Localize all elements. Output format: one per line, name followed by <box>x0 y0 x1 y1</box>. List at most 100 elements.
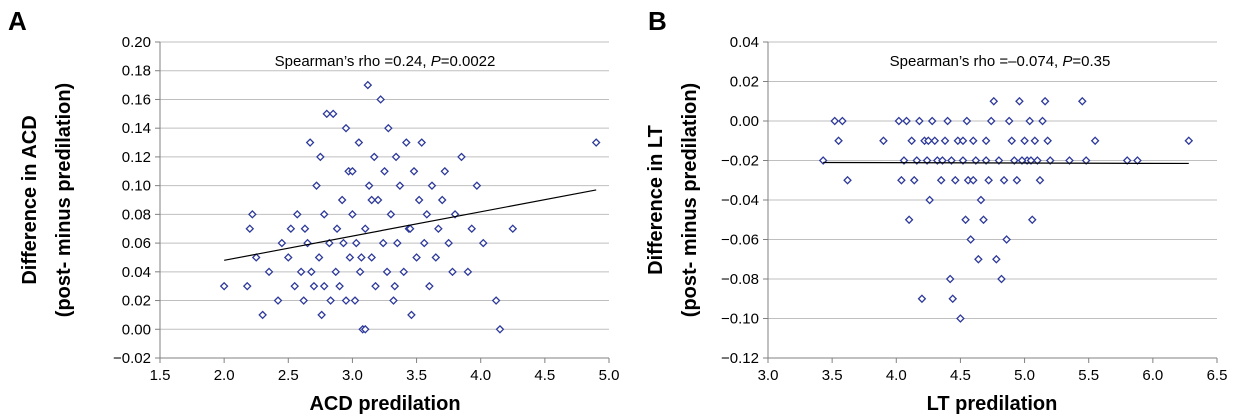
data-point <box>355 267 365 277</box>
data-point <box>902 116 911 126</box>
data-point <box>962 116 972 126</box>
data-point <box>956 314 965 323</box>
data-point <box>367 253 376 262</box>
data-point <box>309 281 319 291</box>
data-point <box>968 136 978 146</box>
x-tick-label: 3.0 <box>342 367 363 384</box>
data-point <box>879 136 888 146</box>
data-point <box>434 224 443 234</box>
data-point <box>1030 136 1040 146</box>
data-point <box>251 253 261 262</box>
data-point <box>981 136 991 146</box>
data-point <box>843 175 852 185</box>
y-tick-label: 0.02 <box>730 74 759 91</box>
data-point <box>389 296 398 305</box>
y-tick-label: −0.10 <box>721 311 759 328</box>
data-point <box>940 136 950 146</box>
data-point <box>354 138 364 147</box>
data-point <box>472 181 482 190</box>
data-point <box>384 123 393 133</box>
y-tick-label: 0.02 <box>122 293 151 310</box>
y-tick-label: 0.04 <box>730 34 759 51</box>
data-point <box>319 210 329 219</box>
data-point <box>371 281 380 291</box>
x-tick-label: 4.0 <box>886 367 907 384</box>
x-tick-label: 3.0 <box>758 367 779 384</box>
annotation-b-p: P <box>1062 53 1072 70</box>
data-point <box>936 175 946 185</box>
data-point <box>992 254 1001 264</box>
data-point <box>296 267 306 277</box>
data-point <box>958 156 968 165</box>
data-point <box>994 156 1004 165</box>
data-point <box>345 253 355 262</box>
data-point <box>319 281 329 291</box>
scatter-panel-b: B −0.12 −0.10 −0.08 −0.06 −0.04 −0.02 0.00 0.02… <box>645 6 1227 415</box>
y-tick-label: 0.16 <box>122 91 151 108</box>
y-tick-label: 0.06 <box>122 235 151 252</box>
data-point <box>437 195 447 205</box>
data-point <box>984 175 993 185</box>
data-point <box>1027 215 1037 225</box>
annotation-b: Spearman’s rho =–0.074, P=0.35 <box>890 53 1111 70</box>
y-axis-title-b-line2: (post- minus predilation) <box>679 83 701 317</box>
panel-letter-b: B <box>648 6 667 36</box>
x-tick-label: 1.5 <box>150 367 171 384</box>
data-point <box>363 80 373 90</box>
data-point <box>478 238 488 248</box>
data-point <box>927 116 937 126</box>
data-point <box>907 136 916 146</box>
data-points-b <box>818 96 1194 323</box>
data-point <box>351 238 361 248</box>
data-point <box>1033 156 1042 165</box>
grid-lines-b <box>763 41 1218 363</box>
data-point <box>945 274 955 284</box>
annotation-a-text: Spearman’s rho =0.24, <box>275 53 431 70</box>
data-point <box>943 116 952 126</box>
data-point <box>1015 96 1024 106</box>
data-point <box>350 296 360 305</box>
data-point <box>360 224 370 234</box>
data-point <box>245 224 255 234</box>
data-point <box>591 138 601 147</box>
data-point <box>457 152 466 162</box>
y-tick-label: 0.04 <box>122 264 151 281</box>
data-point <box>1012 175 1022 185</box>
data-point <box>958 136 968 146</box>
data-point <box>378 238 388 248</box>
data-point <box>976 195 986 205</box>
data-point <box>373 195 383 205</box>
annotation-a-p: P <box>431 53 441 70</box>
data-point <box>930 136 940 146</box>
x-tick-label: 5.0 <box>1014 367 1035 384</box>
data-point <box>376 95 385 104</box>
data-point <box>947 156 956 165</box>
data-point <box>325 238 334 248</box>
y-tick-label: 0.20 <box>122 34 151 51</box>
data-point <box>305 138 315 147</box>
data-point <box>1020 136 1029 146</box>
data-point <box>386 210 396 219</box>
trend-line-a <box>224 189 597 261</box>
data-point <box>979 215 988 225</box>
y-tick-label: −0.02 <box>721 153 759 170</box>
data-point <box>1004 116 1014 126</box>
data-point <box>966 235 976 244</box>
data-point <box>277 238 287 248</box>
data-point <box>909 175 919 185</box>
y-tick-label: −0.02 <box>113 350 151 367</box>
data-point <box>316 152 325 162</box>
data-point <box>999 175 1009 185</box>
data-point <box>339 238 348 248</box>
data-point <box>491 296 501 305</box>
data-point <box>314 253 324 262</box>
y-tick-label: 0.00 <box>730 113 759 130</box>
data-point <box>834 136 843 146</box>
data-point <box>326 296 335 305</box>
data-point <box>948 294 958 304</box>
data-point <box>258 310 267 320</box>
data-point <box>332 224 342 234</box>
data-point <box>307 267 316 277</box>
data-point <box>838 116 847 126</box>
data-point <box>360 324 370 334</box>
